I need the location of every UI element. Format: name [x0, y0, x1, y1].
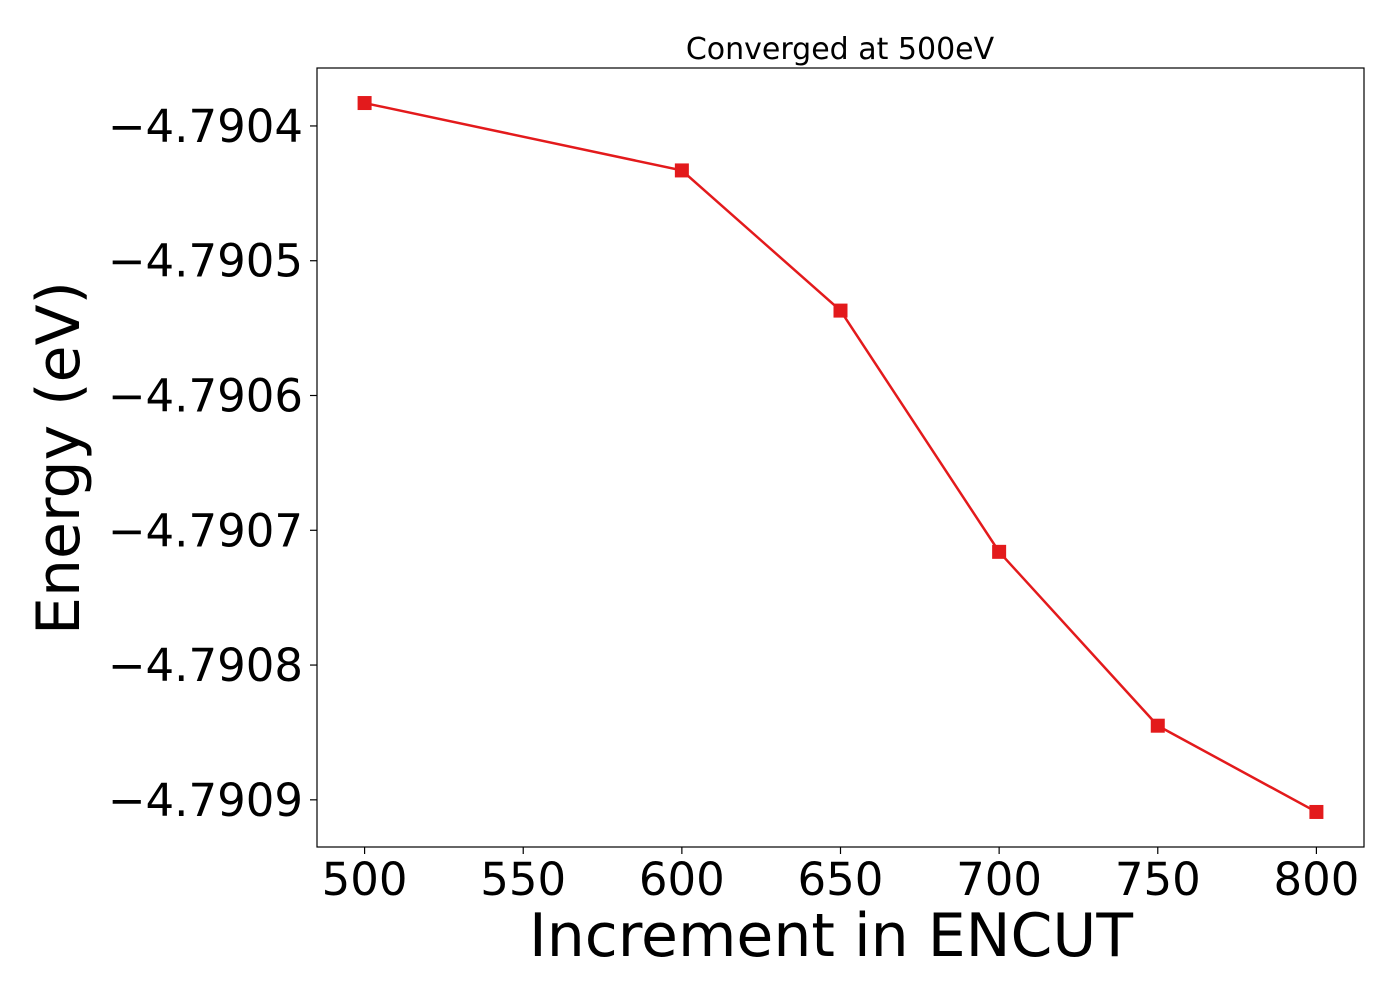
data-point	[833, 303, 848, 318]
x-tick-label: 650	[798, 853, 884, 906]
data-point	[1150, 718, 1165, 733]
y-tick-label: −4.7904	[108, 100, 303, 153]
x-axis: 500 550 600 650 700 750 800	[322, 847, 1359, 906]
y-tick-label: −4.7905	[108, 235, 303, 288]
series-layer	[357, 96, 1324, 819]
x-axis-label: Increment in ENCUT	[529, 901, 1133, 971]
x-tick-label: 600	[639, 853, 725, 906]
y-axis-label: Energy (eV)	[24, 281, 94, 635]
x-tick-label: 800	[1273, 853, 1359, 906]
plot-frame	[316, 67, 1365, 848]
data-point	[992, 544, 1007, 559]
series-line	[364, 101, 1318, 814]
y-tick-label: −4.7908	[108, 639, 303, 692]
x-tick-label: 500	[322, 853, 408, 906]
y-axis: −4.7904 −4.7905 −4.7906 −4.7907 −4.7908 −4.79…	[108, 100, 317, 827]
y-tick-label: −4.7907	[108, 504, 303, 557]
data-point	[674, 163, 689, 178]
data-point	[1309, 804, 1324, 819]
data-point	[357, 96, 372, 111]
chart-title: Converged at 500eV	[686, 32, 995, 67]
x-tick-label: 750	[1115, 853, 1201, 906]
y-tick-label: −4.7906	[108, 370, 303, 423]
y-tick-label: −4.7909	[108, 774, 303, 827]
x-tick-label: 550	[480, 853, 566, 906]
x-tick-label: 700	[956, 853, 1042, 906]
